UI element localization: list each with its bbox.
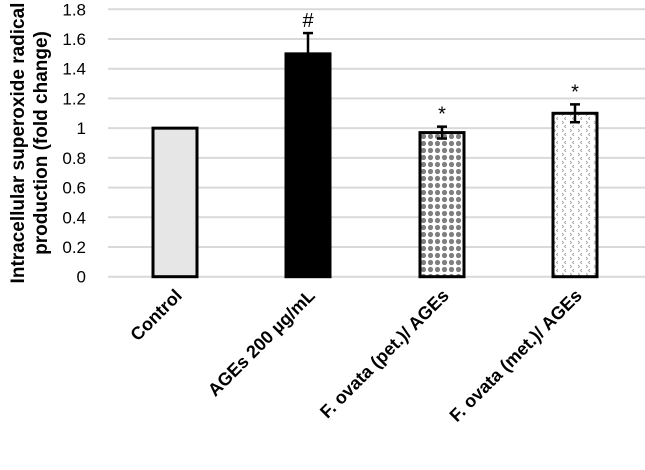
significance-marker: * — [571, 81, 579, 103]
x-tick-label: F. ovata (pet.)/ AGEs — [316, 285, 453, 422]
y-tick-label: 0.2 — [62, 238, 86, 257]
y-axis-title-line-1: Intracellular superoxide radical — [8, 3, 29, 284]
x-tick-label: Control — [126, 285, 185, 344]
bar — [418, 131, 466, 279]
y-axis-title-line-2: production (fold change) — [31, 31, 52, 255]
y-tick-label: 1 — [77, 119, 86, 138]
y-tick-label: 1.2 — [62, 89, 86, 108]
y-tick-label: 0.8 — [62, 149, 86, 168]
significance-marker: # — [302, 10, 314, 32]
y-tick-label: 1.8 — [62, 0, 86, 19]
significance-marker: * — [438, 104, 446, 126]
y-tick-label: 0.6 — [62, 179, 86, 198]
x-tick-label: F. ovata (met.)/ AGEs — [446, 285, 586, 425]
x-tick-label: AGEs 200 µg/mL — [204, 285, 319, 400]
y-tick-label: 0.4 — [62, 208, 86, 227]
y-tick-label: 0 — [77, 268, 86, 287]
y-tick-label: 1.4 — [62, 60, 86, 79]
bar — [151, 126, 199, 279]
y-tick-label: 1.6 — [62, 30, 86, 49]
bar — [551, 111, 599, 279]
bar — [284, 52, 332, 279]
